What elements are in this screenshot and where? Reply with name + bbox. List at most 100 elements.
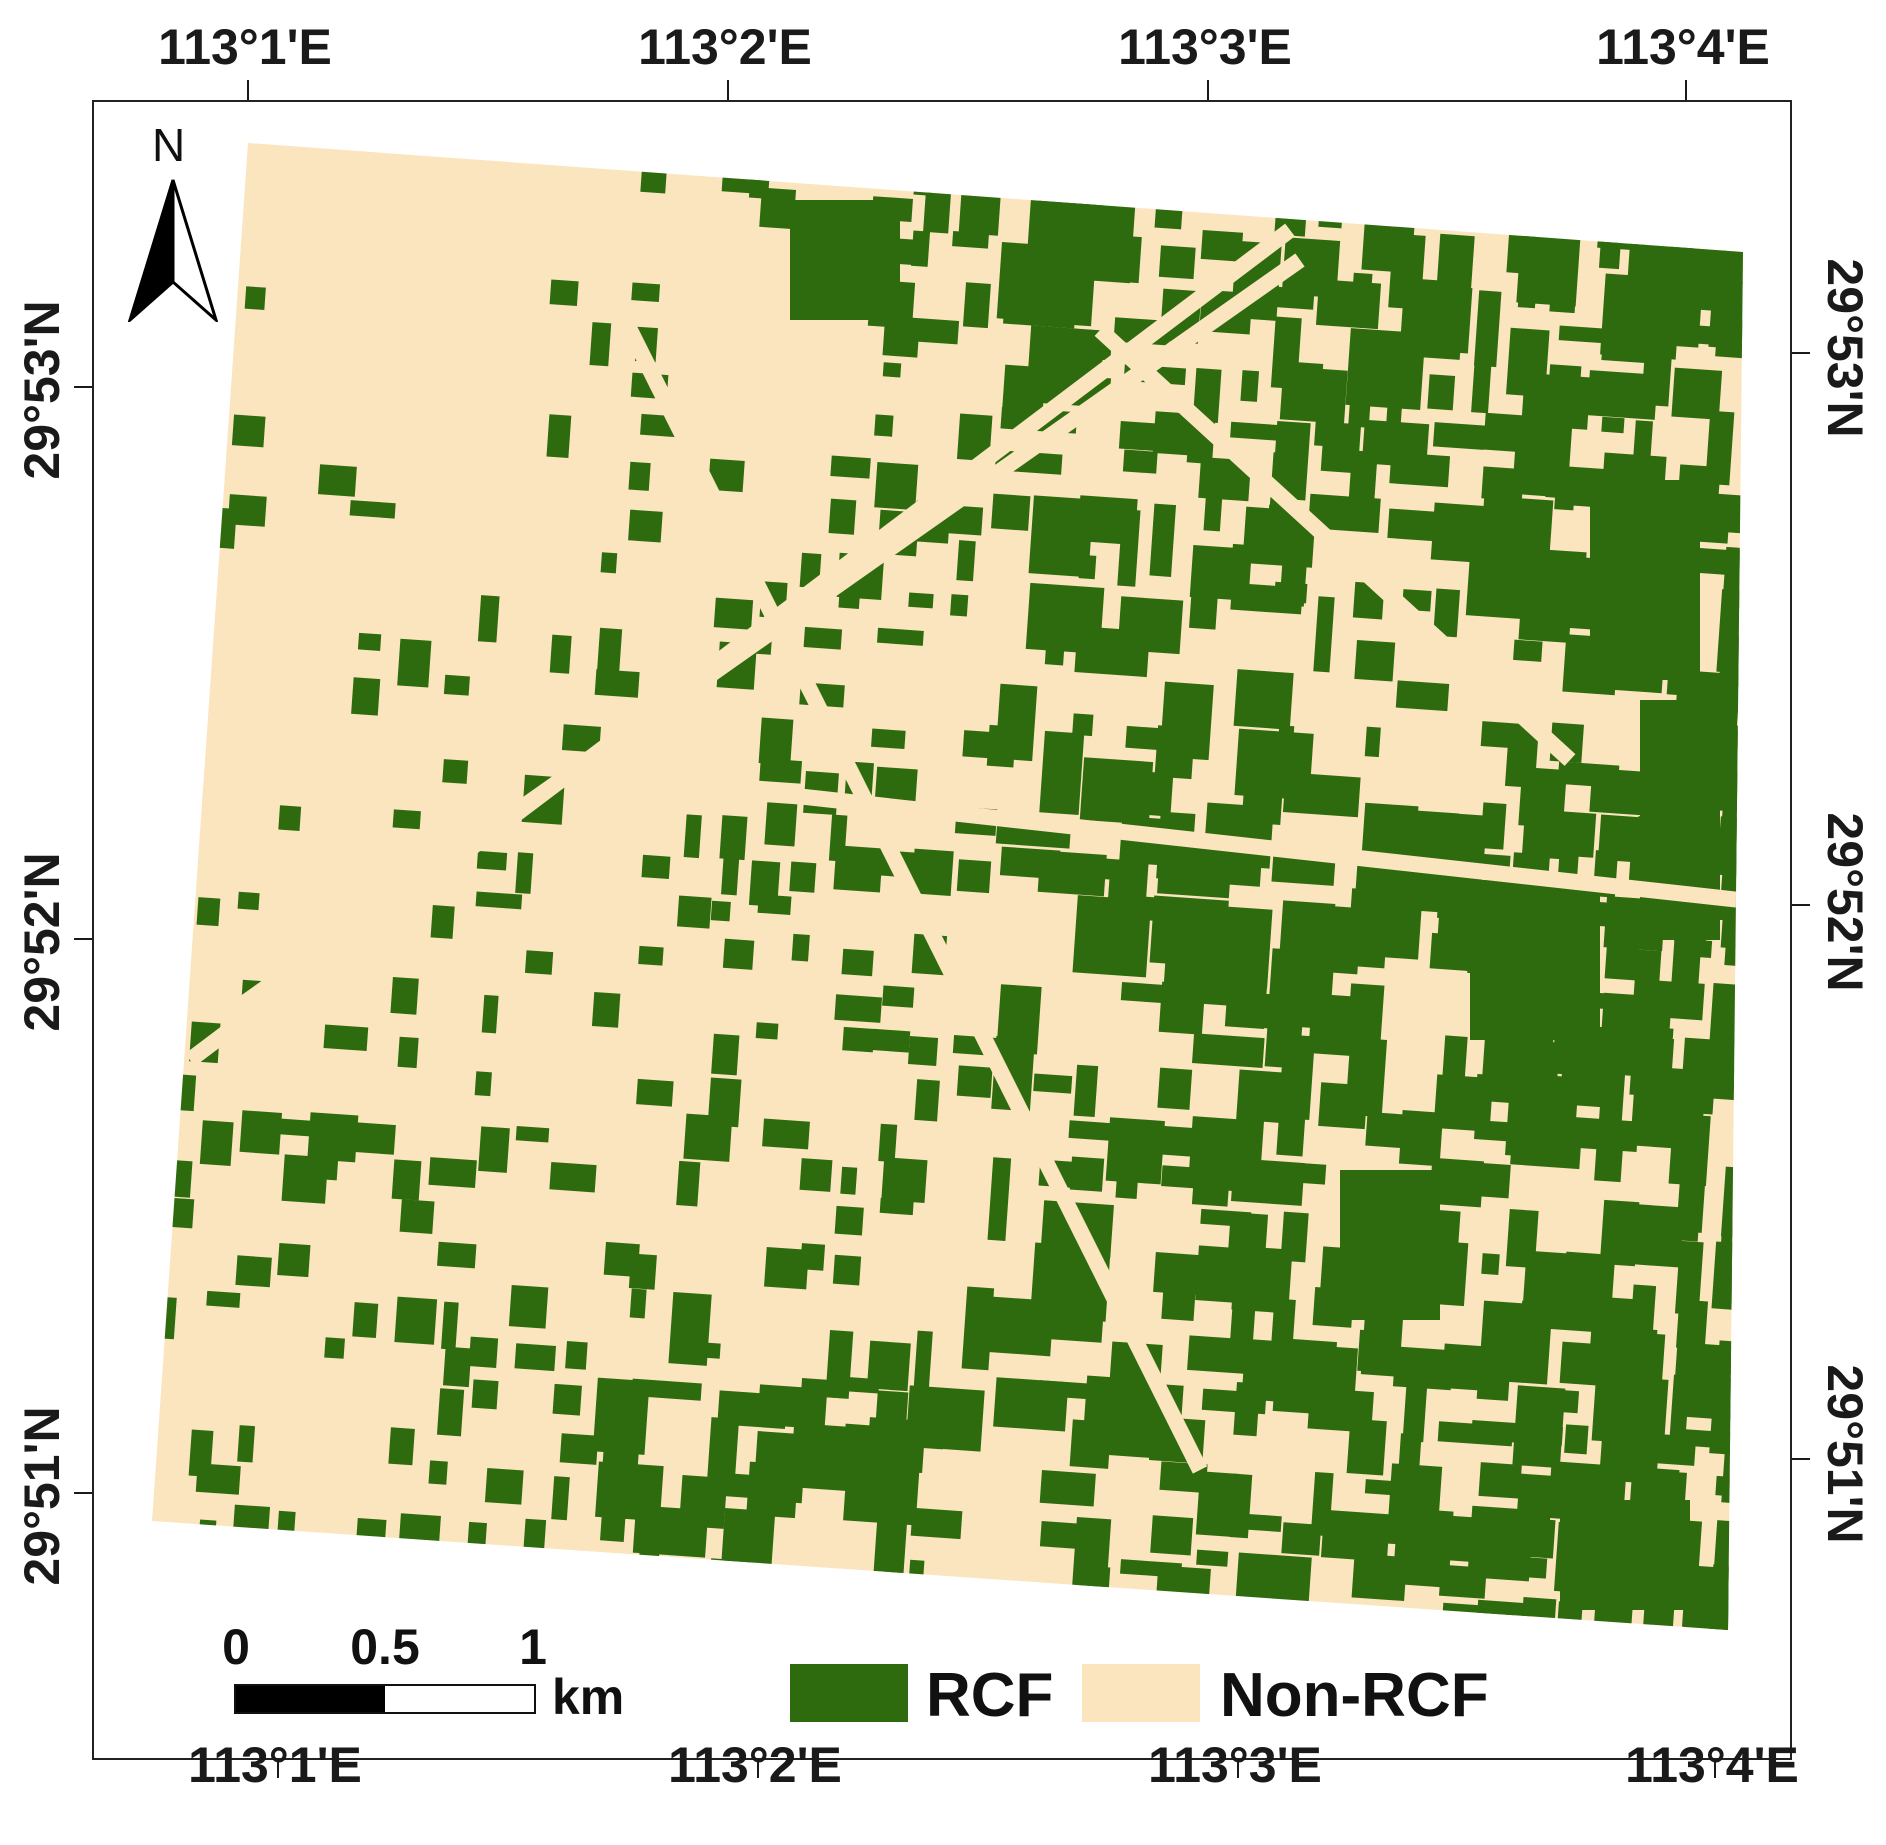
lat-label-left-3: 29°51'N: [14, 1406, 70, 1586]
rcf-patch: [1244, 1513, 1282, 1532]
rcf-patch: [1635, 1125, 1656, 1144]
rcf-patch: [515, 852, 534, 894]
road: [215, 253, 1305, 1027]
rcf-patch: [923, 191, 952, 234]
legend-label-rcf: RCF: [926, 1661, 1054, 1730]
rcf-patch: [1158, 245, 1196, 280]
rcf-patch: [388, 1427, 415, 1466]
rcf-patch: [1685, 939, 1713, 958]
rcf-patch: [908, 592, 934, 609]
rcf-patch: [1598, 236, 1622, 270]
rcf-patch: [950, 594, 969, 617]
rcf-patch: [197, 1519, 217, 1557]
rcf-patch: [834, 994, 883, 1023]
rcf-patch: [956, 540, 976, 582]
rcf-patch: [958, 189, 1001, 236]
rcf-patch: [357, 632, 382, 651]
rcf-patch: [546, 414, 572, 459]
rcf-patch: [1517, 277, 1537, 309]
rcf-patch: [591, 991, 621, 1028]
rcf-patch: [1709, 982, 1743, 1044]
rcf-patch: [1236, 1069, 1293, 1124]
tick-left-1: [74, 386, 92, 388]
rcf-patch: [907, 1036, 939, 1067]
rcf-patch: [324, 1337, 345, 1359]
rcf-patch: [1038, 1380, 1094, 1400]
rcf-patch: [882, 362, 902, 378]
rcf-patch: [800, 1243, 826, 1271]
rcf-patch: [1112, 1607, 1188, 1630]
rcf-patch: [1563, 147, 1618, 194]
rcf-patch: [759, 187, 797, 230]
rcf-patch: [628, 461, 651, 491]
rcf-patch: [913, 157, 935, 196]
rcf-patch: [1556, 1288, 1603, 1324]
rcf-patch: [1586, 370, 1658, 420]
rcf-patch: [1637, 1649, 1678, 1721]
legend-label-non-rcf: Non-RCF: [1220, 1661, 1489, 1730]
rcf-patch: [1594, 1122, 1625, 1183]
rcf-patch: [1402, 1383, 1428, 1443]
rcf-patch: [803, 626, 843, 650]
rcf-patch: [1033, 1073, 1073, 1094]
rcf-patch: [1563, 187, 1637, 231]
rcf-patch: [1115, 1153, 1140, 1200]
rcf-patch: [1233, 1381, 1261, 1437]
rcf-patch: [1480, 802, 1507, 850]
tick-top-3: [1207, 80, 1209, 100]
lon-label-bottom-2: 113°2'E: [668, 1737, 842, 1793]
rcf-patch: [509, 1554, 537, 1588]
rcf-patch: [1474, 1599, 1531, 1630]
rcf-patch: [1308, 493, 1381, 534]
rcf-patch: [1513, 639, 1543, 662]
rcf-patch: [715, 1637, 771, 1670]
lon-label-bottom-1: 113°1'E: [188, 1737, 362, 1793]
rcf-patch: [474, 1071, 492, 1097]
rcf-patch: [594, 669, 640, 698]
rcf-patch: [318, 1155, 339, 1181]
rcf-patch: [1282, 772, 1361, 818]
rcf-patch: [796, 1607, 832, 1630]
rcf-patch: [1044, 642, 1065, 666]
rcf-patch: [748, 860, 781, 907]
rcf-patch: [277, 1243, 311, 1278]
rcf-patch: [235, 1255, 272, 1288]
rcf-patch: [1073, 1064, 1099, 1118]
rcf-patch: [711, 1033, 740, 1076]
rcf-patch: [1723, 670, 1740, 687]
rcf-patch: [436, 1388, 465, 1437]
rcf-patch: [1277, 725, 1295, 747]
rcf-patch: [921, 1418, 945, 1450]
rcf-patch: [475, 891, 523, 910]
rcf-patch: [668, 1563, 746, 1630]
rcf-patch: [1313, 596, 1335, 673]
rcf-patch: [1279, 361, 1324, 422]
rcf-patch: [317, 464, 357, 497]
rcf-patch: [878, 1123, 898, 1163]
rcf-patch: [1271, 1337, 1338, 1397]
rcf-patch: [549, 634, 572, 674]
rcf-patch: [1714, 1654, 1784, 1710]
rcf-patch: [1476, 1378, 1510, 1401]
rcf-patch: [1196, 1549, 1229, 1567]
rcf-patch: [987, 1157, 1012, 1242]
rcf-patch: [881, 1157, 928, 1204]
rcf-patch: [628, 509, 663, 543]
rcf-patch: [1604, 938, 1640, 981]
north-arrow-icon: [128, 179, 218, 322]
rcf-patch: [911, 848, 954, 897]
rcf-patch: [1154, 188, 1184, 230]
rcf-patch: [1198, 1645, 1222, 1710]
rcf-patch: [391, 1159, 422, 1201]
rcf-patch: [634, 1551, 660, 1619]
rcf-patch: [914, 1079, 940, 1122]
rcf-patch: [631, 282, 661, 303]
rcf-patch: [1592, 1606, 1633, 1630]
rcf-patch: [351, 677, 381, 716]
rcf-patch: [1078, 554, 1097, 580]
rcf-patch: [1508, 1517, 1556, 1559]
rcf-patch: [1154, 725, 1195, 780]
rcf-patch: [801, 149, 842, 174]
rcf-patch: [1671, 367, 1723, 420]
rcf-patch: [986, 724, 1017, 768]
